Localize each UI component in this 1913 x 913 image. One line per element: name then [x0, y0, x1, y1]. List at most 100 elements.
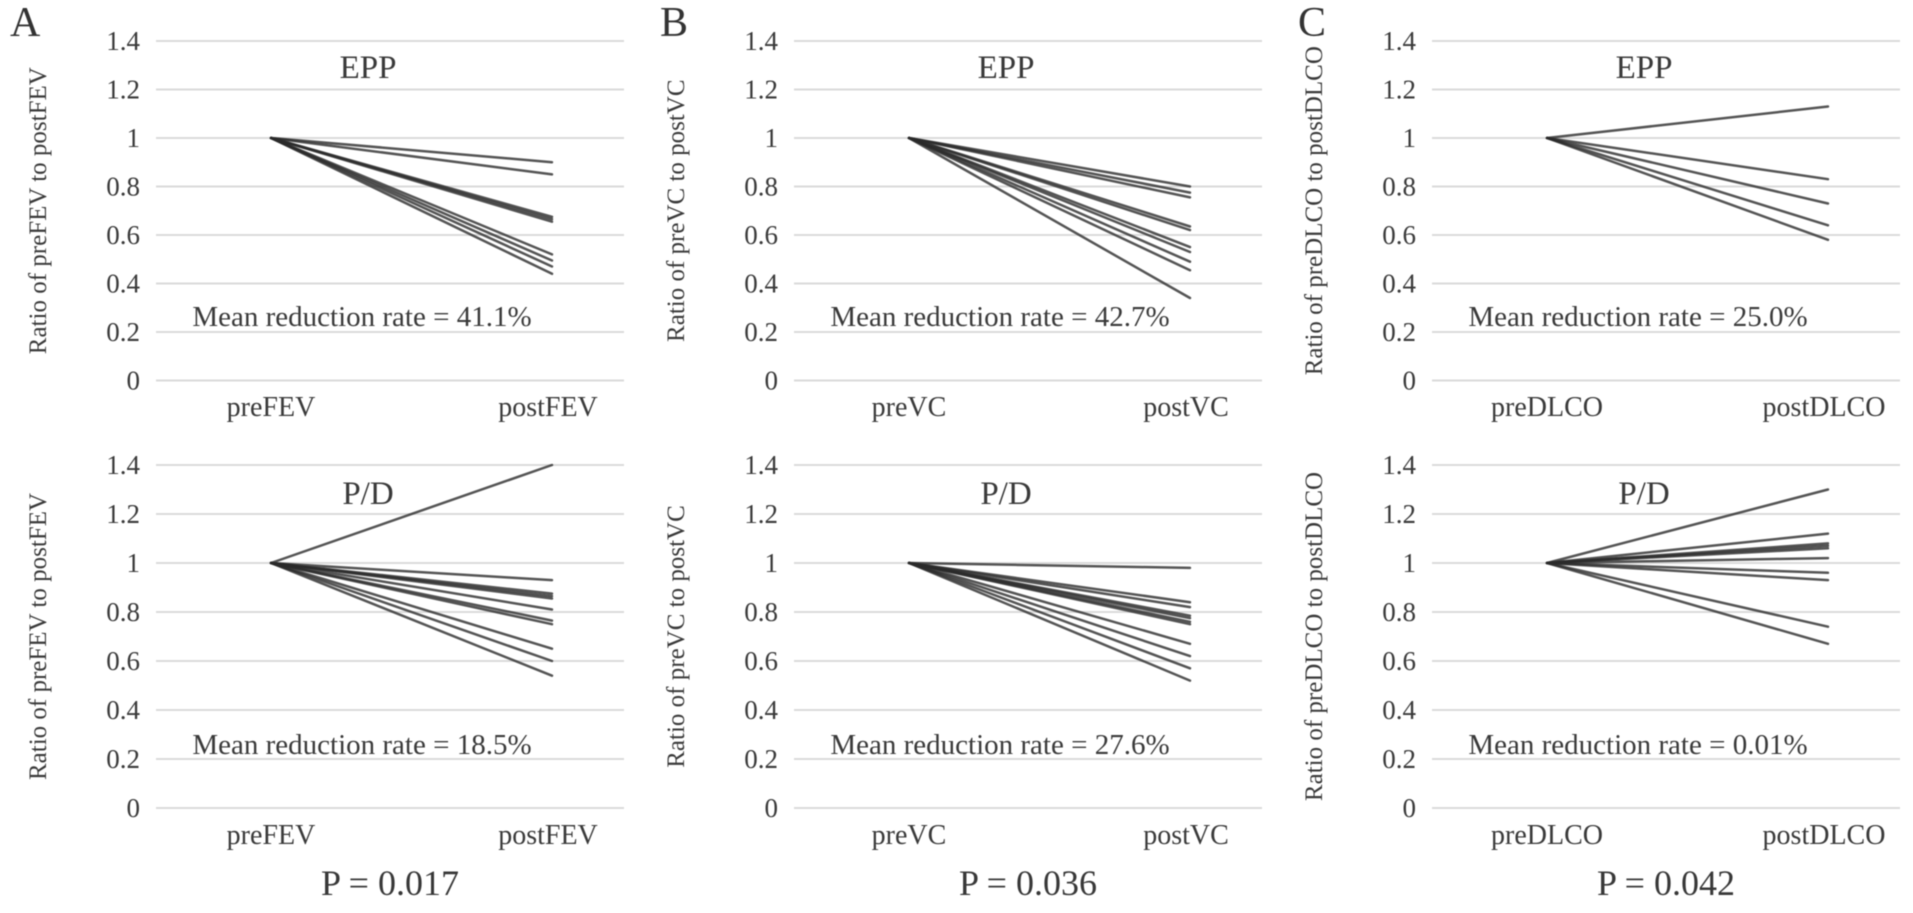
data-line: [907, 136, 1192, 300]
data-line: [1545, 488, 1830, 565]
y-tick-label: 0: [127, 793, 141, 823]
y-tick-label: 1.2: [744, 75, 778, 105]
data-line: [269, 561, 554, 650]
y-tick-label: 0.8: [106, 172, 140, 202]
y-axis-title: Ratio of preFEV to postFEV: [25, 67, 52, 354]
p-value-A: P = 0.017: [321, 863, 459, 903]
y-tick-label: 0: [1403, 366, 1417, 396]
chart-B-EPP-VC: 1.4 1.2 1 0.8 0.6 0.4 0.2 0 Ratio of preVC to po…: [663, 26, 1262, 423]
y-tick-label: 1: [765, 123, 779, 153]
y-tick-label: 1.2: [106, 75, 140, 105]
y-tick-label: 0: [127, 366, 141, 396]
y-tick-label: 0.8: [106, 597, 140, 627]
y-tick-label: 0.4: [106, 269, 140, 299]
y-tick-label: 1: [1403, 548, 1417, 578]
y-axis-title: Ratio of preVC to postVC: [663, 79, 690, 342]
p-value-B: P = 0.036: [959, 863, 1097, 903]
data-line: [907, 136, 1192, 232]
data-line: [907, 561, 1192, 609]
y-tick-label: 1: [1403, 123, 1417, 153]
y-tick-label: 0.8: [744, 597, 778, 627]
data-line: [1545, 556, 1830, 565]
y-tick-label: 1.4: [744, 450, 778, 480]
y-tick-label: 1.4: [106, 450, 140, 480]
chart-C-PD-DLCO: 1.4 1.2 1 0.8 0.6 0.4 0.2 0 Ratio of preDLCO to …: [1301, 450, 1900, 851]
data-line: [269, 561, 554, 611]
panel-letter-A: A: [10, 0, 41, 46]
data-line: [907, 136, 1192, 254]
data-line: [269, 561, 554, 626]
data-line: [269, 136, 554, 276]
data-line: [1545, 561, 1830, 628]
y-tick-label: 0.6: [106, 220, 140, 250]
x-tick-label-post: postFEV: [498, 392, 598, 423]
y-tick-label: 0: [1403, 793, 1417, 823]
y-tick-label: 0.4: [744, 695, 778, 725]
y-tick-label: 1: [127, 548, 141, 578]
y-tick-label: 1.4: [106, 26, 140, 56]
y-tick-label: 0.2: [1382, 744, 1416, 774]
data-line: [907, 561, 1192, 658]
chart-title: P/D: [1618, 476, 1669, 512]
y-tick-label: 0.2: [106, 317, 140, 347]
y-tick-label: 0.4: [1382, 695, 1416, 725]
data-line: [1545, 136, 1830, 205]
annotation-mean-reduction: Mean reduction rate = 18.5%: [192, 729, 531, 761]
x-tick-label-pre: preFEV: [227, 392, 316, 423]
chart-title: P/D: [342, 476, 393, 512]
y-tick-label: 1.4: [1382, 26, 1416, 56]
data-line: [907, 561, 1192, 682]
panel-B: B 1.4 1.2 1 0.8 0.6 0.4 0.2 0 Ratio of preVC to …: [638, 0, 1275, 913]
data-line: [907, 561, 1192, 626]
y-tick-label: 1.2: [106, 499, 140, 529]
data-line: [1545, 105, 1830, 140]
y-tick-label: 0.8: [744, 172, 778, 202]
y-tick-label: 1: [127, 123, 141, 153]
y-tick-label: 0.6: [1382, 646, 1416, 676]
data-line: [907, 136, 1192, 263]
chart-title: EPP: [340, 50, 397, 86]
data-line: [269, 561, 554, 677]
y-axis-title: Ratio of preDLCO to postDLCO: [1301, 46, 1328, 375]
y-tick-label: 0: [765, 366, 779, 396]
y-tick-label: 0.2: [1382, 317, 1416, 347]
chart-A-EPP-FEV: 1.4 1.2 1 0.8 0.6 0.4 0.2 0 Ratio of preFEV to p…: [25, 26, 624, 423]
annotation-mean-reduction: Mean reduction rate = 0.01%: [1468, 729, 1807, 761]
y-tick-label: 1.2: [1382, 499, 1416, 529]
data-line: [1545, 547, 1830, 565]
y-tick-label: 0: [765, 793, 779, 823]
data-line: [269, 561, 554, 600]
panel-letter-C: C: [1298, 0, 1327, 46]
y-axis-title: Ratio of preVC to postVC: [663, 505, 690, 768]
data-line: [907, 136, 1192, 272]
data-line: [269, 136, 554, 223]
x-tick-label-post: postDLCO: [1763, 392, 1886, 423]
data-line: [269, 463, 554, 565]
data-line: [269, 136, 554, 176]
panel-letter-B: B: [660, 0, 689, 46]
x-tick-label-post: postVC: [1143, 820, 1229, 851]
y-tick-label: 0.6: [1382, 220, 1416, 250]
x-tick-label-pre: preVC: [872, 820, 947, 851]
y-tick-label: 1.2: [1382, 75, 1416, 105]
data-line: [907, 561, 1192, 670]
chart-C-EPP-DLCO: 1.4 1.2 1 0.8 0.6 0.4 0.2 0 Ratio of preDLCO to …: [1301, 26, 1900, 423]
chart-title: EPP: [1616, 50, 1673, 86]
data-line: [269, 561, 554, 582]
y-axis-title: Ratio of preDLCO to postDLCO: [1301, 472, 1328, 801]
y-axis-title: Ratio of preFEV to postFEV: [25, 493, 52, 780]
y-tick-label: 0.2: [106, 744, 140, 774]
y-tick-label: 0.6: [106, 646, 140, 676]
y-tick-label: 0.8: [1382, 172, 1416, 202]
data-line: [1545, 136, 1830, 242]
y-tick-label: 0.4: [744, 269, 778, 299]
panel-C: C 1.4 1.2 1 0.8 0.6 0.4 0.2 0 Ratio of preDLCO t…: [1276, 0, 1913, 913]
y-tick-label: 0.8: [1382, 597, 1416, 627]
data-line: [907, 561, 1192, 570]
data-line: [1545, 532, 1830, 565]
x-tick-label-pre: preDLCO: [1491, 392, 1603, 423]
annotation-mean-reduction: Mean reduction rate = 42.7%: [830, 301, 1169, 333]
x-tick-label-post: postDLCO: [1763, 820, 1886, 851]
x-tick-label-post: postVC: [1143, 392, 1229, 423]
